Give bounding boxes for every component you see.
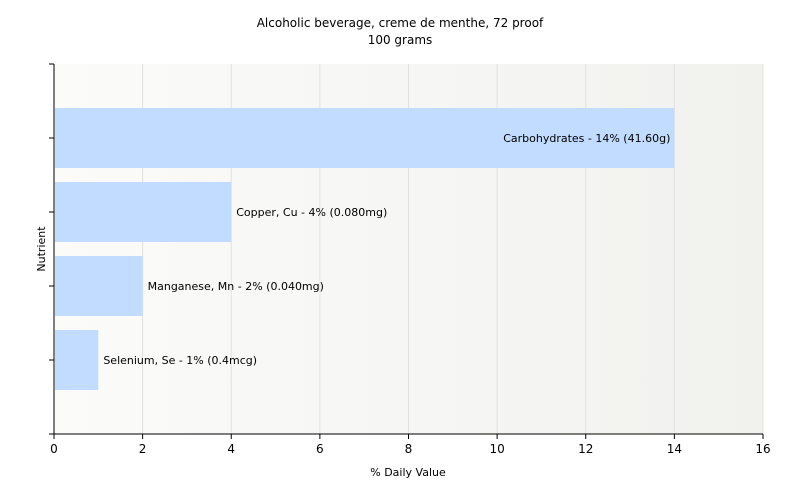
bar-label: Selenium, Se - 1% (0.4mcg) <box>103 354 257 367</box>
x-tick-label: 2 <box>139 442 147 456</box>
x-tick-label: 8 <box>405 442 413 456</box>
chart-subtitle: 100 grams <box>368 33 433 47</box>
axes: 0 2 4 6 8 10 12 14 16 <box>49 63 771 456</box>
bar-label: Copper, Cu - 4% (0.080mg) <box>236 206 387 219</box>
x-tick-label: 14 <box>667 442 682 456</box>
x-tick-label: 12 <box>578 442 593 456</box>
x-tick-label: 16 <box>755 442 770 456</box>
bar <box>55 108 675 168</box>
x-tick-label: 0 <box>50 442 58 456</box>
bars: Carbohydrates - 14% (41.60g) Copper, Cu -… <box>55 108 675 390</box>
bar <box>55 330 99 390</box>
x-tick-label: 10 <box>489 442 504 456</box>
bar <box>55 256 143 316</box>
x-axis-label: % Daily Value <box>370 466 446 479</box>
chart-title: Alcoholic beverage, creme de menthe, 72 … <box>257 16 544 30</box>
y-axis-label: Nutrient <box>35 226 48 272</box>
x-tick-label: 4 <box>227 442 235 456</box>
bar-label: Manganese, Mn - 2% (0.040mg) <box>148 280 324 293</box>
bar <box>55 182 232 242</box>
x-tick-label: 6 <box>316 442 324 456</box>
bar-label: Carbohydrates - 14% (41.60g) <box>503 132 670 145</box>
